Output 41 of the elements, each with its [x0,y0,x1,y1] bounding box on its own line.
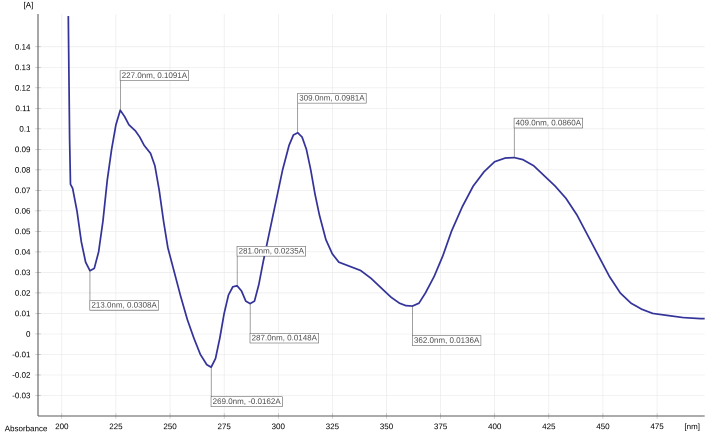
annotation: 309.0nm, 0.0981A [300,94,365,102]
y-tick-label: 0.11 [16,106,30,112]
y-tick-label: 0.12 [15,85,30,91]
x-tick-label: 300 [272,424,285,430]
y-tick-label: -0.01 [12,352,30,358]
x-tick-label: 400 [488,424,502,430]
y-tick-label: 0.14 [15,44,30,50]
y-tick-label: 0.01 [15,310,30,316]
y-tick-label: -0.02 [12,372,30,378]
annotation: 269.0nm, -0.0162A [213,398,281,405]
y-tick-label: 0.05 [15,228,30,234]
text: Absorbance [4,425,48,432]
annotation: 409.0nm, 0.0860A [516,120,582,126]
x-tick-label: 225 [110,424,122,430]
y-tick-label: 0.1 [20,126,30,132]
x-tick-label: 250 [164,424,176,430]
x-axis-title: [nm] [684,423,700,431]
x-tick-label: 200 [56,424,68,430]
x-tick-label: 475 [650,424,664,430]
x-tick-label: 450 [596,424,610,430]
x-tick-label: 325 [326,424,339,430]
y-axis-title: [A] [24,2,33,10]
y-tick-label: 0.13 [15,64,30,70]
x-tick-label: 375 [434,424,447,430]
annotation: 287.0nm, 0.0148A [252,334,317,342]
y-tick-label: 0.03 [15,270,30,276]
x-tick-label: 350 [380,424,393,430]
y-tick-label: 0 [26,331,30,337]
x-tick-label: 275 [218,424,230,430]
y-tick-label: 0.08 [15,167,30,173]
y-tick-label: -0.03 [12,392,30,398]
y-tick-label: 0.09 [15,146,30,152]
y-tick-label: 0.02 [15,290,30,296]
annotation: 281.0nm, 0.0235A [239,248,304,255]
y-tick-label: 0.06 [15,208,30,214]
annotation: 227.0nm, 0.1091A [122,72,188,79]
annotation: 362.0nm, 0.0136A [414,337,480,344]
annotation: 213.0nm, 0.0308A [92,302,157,309]
y-tick-label: 0.04 [15,249,30,255]
x-tick-label: 425 [542,424,556,430]
y-tick-label: 0.07 [15,188,30,194]
